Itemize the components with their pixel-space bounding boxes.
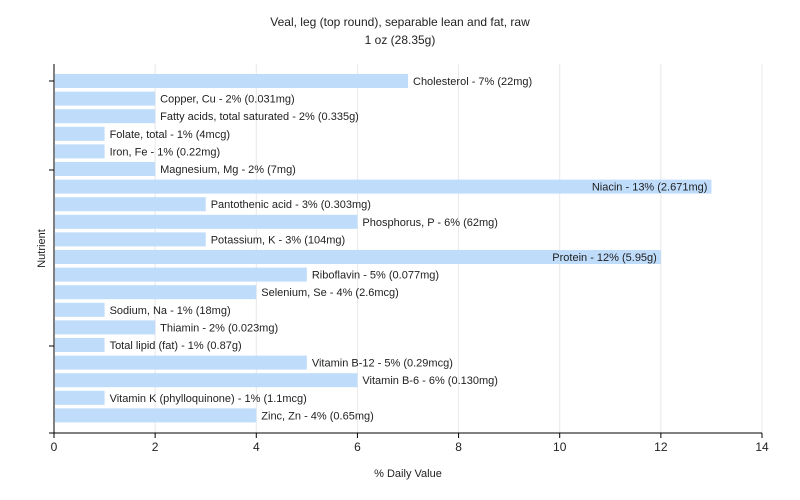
bar-label: Total lipid (fat) - 1% (0.87g) bbox=[110, 340, 242, 352]
bar bbox=[55, 109, 156, 124]
bar bbox=[55, 408, 257, 423]
bar-label: Copper, Cu - 2% (0.031mg) bbox=[160, 94, 295, 106]
bar bbox=[55, 355, 307, 370]
x-tick-label: 12 bbox=[654, 440, 668, 454]
x-tick-label: 6 bbox=[354, 440, 361, 454]
bar-label: Iron, Fe - 1% (0.22mg) bbox=[110, 146, 221, 158]
x-tick-label: 10 bbox=[553, 440, 567, 454]
x-tick-label: 8 bbox=[455, 440, 462, 454]
bar-label: Selenium, Se - 4% (2.6mcg) bbox=[261, 287, 399, 299]
bar bbox=[55, 144, 105, 159]
bar-label: Vitamin B-6 - 6% (0.130mg) bbox=[362, 375, 498, 387]
axes bbox=[49, 64, 762, 434]
bar bbox=[55, 285, 257, 300]
bar bbox=[55, 91, 156, 106]
chart-subtitle: 1 oz (28.35g) bbox=[364, 33, 436, 47]
bar bbox=[55, 214, 358, 229]
bar-label: Cholesterol - 7% (22mg) bbox=[413, 76, 532, 88]
bar-label: Thiamin - 2% (0.023mg) bbox=[160, 322, 278, 334]
bar-label: Pantothenic acid - 3% (0.303mg) bbox=[211, 199, 371, 211]
bar-label: Sodium, Na - 1% (18mg) bbox=[110, 305, 231, 317]
bar-label: Magnesium, Mg - 2% (7mg) bbox=[160, 164, 296, 176]
bar bbox=[55, 126, 105, 141]
bar bbox=[55, 373, 358, 388]
bar bbox=[55, 267, 307, 282]
bar-label: Fatty acids, total saturated - 2% (0.335… bbox=[160, 111, 359, 123]
grid-lines bbox=[154, 64, 763, 433]
bar-label: Phosphorus, P - 6% (62mg) bbox=[362, 217, 498, 229]
bar bbox=[55, 250, 661, 264]
chart-title: Veal, leg (top round), separable lean an… bbox=[270, 15, 530, 29]
bar bbox=[55, 302, 105, 317]
bar bbox=[55, 320, 156, 335]
bar bbox=[55, 197, 206, 212]
x-axis-title: % Daily Value bbox=[374, 468, 442, 480]
bar bbox=[55, 179, 712, 194]
bar-label: Potassium, K - 3% (104mg) bbox=[211, 234, 346, 246]
bars: Cholesterol - 7% (22mg) Copper, Cu - 2% (… bbox=[55, 74, 712, 423]
x-ticks: 0 2 4 6 8 10 12 14 bbox=[51, 433, 769, 454]
bar bbox=[55, 74, 408, 88]
bar bbox=[55, 162, 156, 176]
bar bbox=[55, 390, 105, 405]
bar bbox=[55, 232, 206, 247]
bar-label: Vitamin K (phylloquinone) - 1% (1.1mcg) bbox=[110, 393, 307, 405]
y-axis-title: Nutrient bbox=[36, 229, 48, 268]
bar-label: Niacin - 13% (2.671mg) bbox=[592, 182, 708, 194]
bar-label: Zinc, Zn - 4% (0.65mg) bbox=[261, 410, 373, 422]
bar-label: Riboflavin - 5% (0.077mg) bbox=[312, 270, 439, 282]
x-tick-label: 4 bbox=[253, 440, 260, 454]
bar-label: Protein - 12% (5.95g) bbox=[552, 252, 657, 264]
bar-label: Folate, total - 1% (4mcg) bbox=[110, 129, 230, 141]
bar bbox=[55, 338, 105, 352]
x-tick-label: 14 bbox=[755, 440, 769, 454]
bar-label: Vitamin B-12 - 5% (0.29mcg) bbox=[312, 358, 453, 370]
x-tick-label: 2 bbox=[152, 440, 159, 454]
x-tick-label: 0 bbox=[51, 440, 58, 454]
